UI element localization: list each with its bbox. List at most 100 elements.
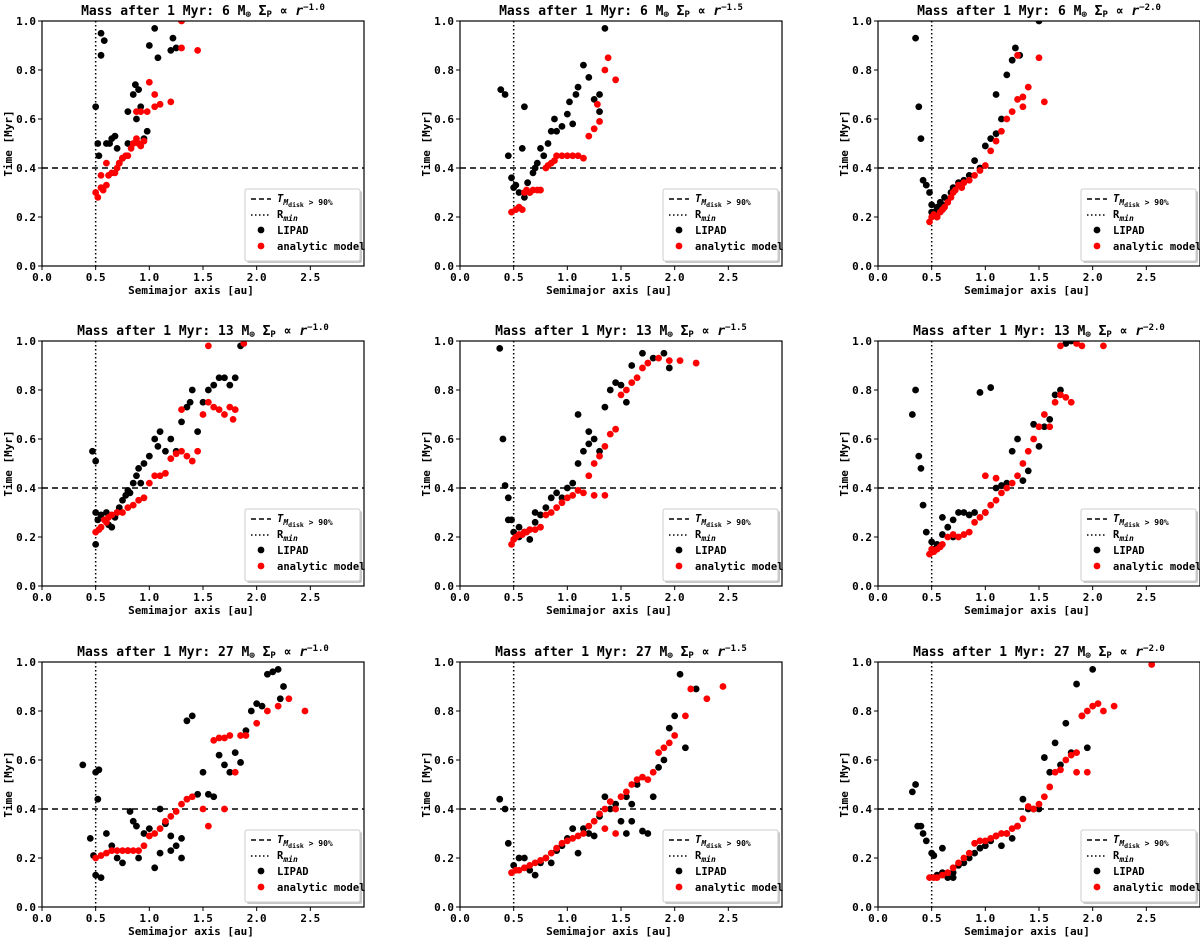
y-tick-label: 0.4 xyxy=(852,803,872,816)
lipad-point xyxy=(971,509,978,516)
lipad-point xyxy=(97,29,105,37)
model-point xyxy=(563,152,571,160)
model-point xyxy=(649,768,657,776)
lipad-point xyxy=(955,509,962,516)
lipad-point xyxy=(915,103,923,111)
lipad-point xyxy=(537,145,544,152)
x-tick-label: 1.5 xyxy=(1029,591,1049,604)
x-axis-label: Semimajor axis [au] xyxy=(546,604,672,617)
model-point xyxy=(596,810,603,818)
y-axis-label: Time [Myr] xyxy=(838,751,851,817)
x-tick-label: 2.5 xyxy=(1136,271,1156,284)
lipad-point xyxy=(103,830,110,837)
model-point xyxy=(558,499,566,507)
legend: TMdisk > 90%Rmin LIPAD analytic model xyxy=(662,188,784,263)
legend-lipad-marker xyxy=(257,226,265,234)
lipad-point xyxy=(501,482,509,489)
lipad-point xyxy=(917,822,925,830)
lipad-point xyxy=(574,83,582,91)
lipad-point xyxy=(79,761,87,769)
lipad-point xyxy=(496,344,504,352)
legend-lipad-marker xyxy=(675,226,683,234)
model-point xyxy=(976,167,984,174)
model-point xyxy=(221,411,228,418)
lipad-point xyxy=(628,362,636,369)
y-tick-label: 0.0 xyxy=(852,260,872,273)
lipad-point xyxy=(926,189,933,196)
lipad-point xyxy=(574,460,582,467)
model-point xyxy=(998,489,1005,497)
model-point xyxy=(1014,51,1021,59)
model-point xyxy=(526,861,534,869)
legend-lipad-marker xyxy=(257,546,265,554)
lipad-point xyxy=(998,482,1005,489)
panel-7: 0.0 0.5 1.0 1.5 2.0 2.50.00.20.40.60.81.0Semi… xyxy=(2,644,366,938)
model-point xyxy=(687,685,695,693)
model-point xyxy=(981,837,989,845)
model-point xyxy=(151,830,159,837)
lipad-point xyxy=(547,859,555,867)
model-point xyxy=(1019,93,1027,101)
model-point xyxy=(167,455,175,462)
model-point xyxy=(596,452,603,460)
x-tick-label: 1.0 xyxy=(975,912,995,925)
x-tick-label: 2.0 xyxy=(1083,271,1103,284)
lipad-point xyxy=(231,749,239,757)
y-tick-label: 0.4 xyxy=(16,162,36,175)
x-tick-label: 1.0 xyxy=(139,912,159,925)
model-point xyxy=(137,142,145,150)
legend-label-model: analytic model xyxy=(1113,561,1200,573)
legend-lipad-marker xyxy=(1093,546,1101,554)
lipad-point xyxy=(210,793,218,801)
lipad-point xyxy=(908,788,916,796)
model-point xyxy=(612,830,620,837)
model-point xyxy=(113,509,121,516)
legend-label-rmin: Rmin xyxy=(1113,529,1134,543)
lipad-point xyxy=(1030,420,1038,428)
model-point xyxy=(97,523,105,531)
lipad-point xyxy=(504,839,512,847)
legend-label-threshold: TMdisk > 90% xyxy=(1113,513,1169,529)
legend: TMdisk > 90%Rmin LIPAD analytic model xyxy=(662,829,784,904)
legend-label-threshold: TMdisk > 90% xyxy=(695,834,751,850)
lipad-point xyxy=(930,852,938,859)
x-tick-label: 1.5 xyxy=(193,271,213,284)
model-point xyxy=(1078,712,1086,720)
lipad-point xyxy=(1040,423,1048,431)
lipad-point xyxy=(644,830,652,837)
lipad-point xyxy=(215,374,223,382)
lipad-point xyxy=(199,768,207,776)
lipad-point xyxy=(585,428,593,436)
model-point xyxy=(1019,815,1027,823)
lipad-point xyxy=(1014,435,1021,443)
model-point xyxy=(692,359,700,367)
model-point xyxy=(145,832,153,840)
y-tick-label: 0.8 xyxy=(16,64,36,77)
x-axis-label: Semimajor axis [au] xyxy=(964,604,1090,617)
scatter-points xyxy=(89,341,248,548)
lipad-point xyxy=(655,763,662,771)
model-point xyxy=(97,852,105,859)
lipad-point xyxy=(92,509,100,516)
x-axis-label: Semimajor axis [au] xyxy=(964,284,1090,297)
lipad-point xyxy=(524,179,532,187)
model-point xyxy=(665,357,673,364)
y-tick-label: 0.6 xyxy=(16,113,36,126)
lipad-point xyxy=(199,398,207,406)
legend-model-marker xyxy=(257,562,265,570)
model-point xyxy=(1062,756,1070,764)
legend-model-marker xyxy=(1093,242,1101,250)
model-point xyxy=(606,430,614,438)
y-tick-label: 0.4 xyxy=(16,482,36,495)
model-point xyxy=(119,509,126,516)
model-point xyxy=(593,100,601,108)
model-point xyxy=(226,732,234,739)
lipad-point xyxy=(531,509,539,516)
lipad-point xyxy=(133,472,140,480)
panel-title: Mass after 1 Myr: 6 M⊕ ΣP ∝ r−1.0 xyxy=(81,3,325,20)
model-point xyxy=(676,357,684,364)
y-tick-label: 0.6 xyxy=(16,433,36,446)
model-point xyxy=(135,496,143,504)
lipad-point xyxy=(949,516,957,524)
model-point xyxy=(204,822,212,830)
